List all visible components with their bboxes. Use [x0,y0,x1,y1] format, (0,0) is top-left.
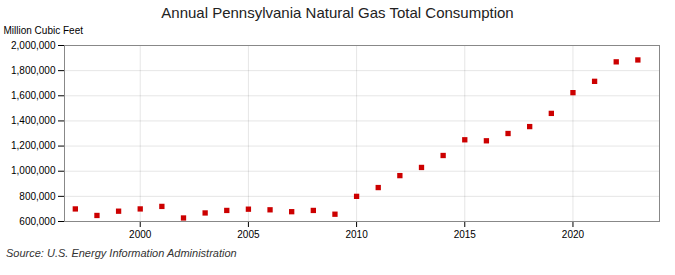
svg-text:Million Cubic Feet: Million Cubic Feet [4,25,84,36]
svg-text:1,000,000: 1,000,000 [11,165,56,176]
svg-text:1,200,000: 1,200,000 [11,140,56,151]
svg-text:2010: 2010 [345,229,368,240]
svg-text:2020: 2020 [562,229,585,240]
svg-text:2015: 2015 [454,229,477,240]
svg-text:1,600,000: 1,600,000 [11,90,56,101]
svg-text:1,800,000: 1,800,000 [11,65,56,76]
svg-text:1,400,000: 1,400,000 [11,115,56,126]
svg-text:2000: 2000 [129,229,152,240]
html-text:Source: U.S. Energy Informatio: Source: U.S. Energy Information Administ… [6,247,237,259]
svg-text:800,000: 800,000 [19,191,56,202]
svg-text:2,000,000: 2,000,000 [11,40,56,51]
svg-text:2005: 2005 [237,229,260,240]
html-text:Annual Pennsylvania Natural Ga: Annual Pennsylvania Natural Gas Total Co… [161,4,514,21]
svg-text:600,000: 600,000 [19,216,56,227]
